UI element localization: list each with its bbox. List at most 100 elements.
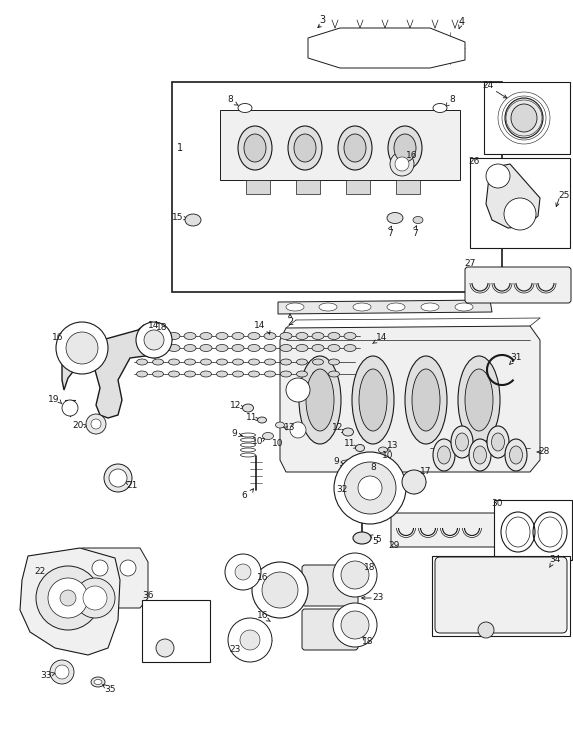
Bar [396,180,420,194]
Text: 18: 18 [364,564,376,573]
Ellipse shape [296,344,308,352]
Ellipse shape [296,371,308,377]
FancyBboxPatch shape [465,267,571,303]
Circle shape [358,476,382,500]
Ellipse shape [319,303,337,311]
Text: 14: 14 [254,322,266,330]
Text: 8: 8 [449,96,455,105]
Ellipse shape [136,371,147,377]
Text: 23: 23 [229,645,241,654]
Ellipse shape [184,344,196,352]
Ellipse shape [328,333,340,339]
Text: 16: 16 [257,612,269,620]
Ellipse shape [296,359,308,365]
Circle shape [333,603,377,647]
Polygon shape [20,548,120,655]
Circle shape [120,560,136,576]
Ellipse shape [200,344,212,352]
Ellipse shape [379,447,387,453]
Circle shape [333,553,377,597]
Ellipse shape [216,344,228,352]
Ellipse shape [328,371,339,377]
Text: 11: 11 [344,439,356,448]
Text: 14: 14 [376,333,388,342]
Ellipse shape [312,344,324,352]
Ellipse shape [312,371,324,377]
Ellipse shape [387,213,403,224]
Circle shape [504,198,536,230]
Ellipse shape [168,371,179,377]
Ellipse shape [136,333,148,339]
Text: 3: 3 [319,15,325,25]
Circle shape [92,560,108,576]
Text: 16: 16 [406,152,418,160]
Ellipse shape [152,359,163,365]
Text: 1: 1 [177,143,183,153]
Ellipse shape [152,344,164,352]
Ellipse shape [294,134,316,162]
Bar [172,82,502,292]
Ellipse shape [168,359,179,365]
Text: 24: 24 [482,82,493,91]
Text: 7: 7 [387,228,393,238]
Circle shape [86,414,106,434]
Text: 36: 36 [142,592,154,601]
Circle shape [402,470,426,494]
Ellipse shape [413,216,423,224]
Text: 16: 16 [52,333,64,342]
Circle shape [286,378,310,402]
Ellipse shape [281,371,292,377]
Text: 9: 9 [333,458,339,467]
Text: 21: 21 [126,481,138,490]
Ellipse shape [387,303,405,311]
Ellipse shape [264,344,276,352]
Ellipse shape [469,439,491,471]
Ellipse shape [509,446,523,464]
Ellipse shape [242,404,253,412]
Circle shape [66,332,98,364]
Ellipse shape [168,333,180,339]
Circle shape [262,572,298,608]
Ellipse shape [328,344,340,352]
Circle shape [252,562,308,618]
Text: 14: 14 [148,322,160,330]
Ellipse shape [262,433,273,439]
Text: 30: 30 [491,500,503,509]
Ellipse shape [264,333,276,339]
Circle shape [341,561,369,589]
Ellipse shape [248,333,260,339]
FancyBboxPatch shape [302,609,358,650]
Ellipse shape [136,344,148,352]
Ellipse shape [232,333,244,339]
Ellipse shape [353,532,371,544]
Text: 5: 5 [375,536,381,545]
Text: 26: 26 [468,158,480,166]
Circle shape [36,566,100,630]
Circle shape [48,578,88,618]
Text: 19: 19 [48,395,60,405]
Ellipse shape [265,359,276,365]
Circle shape [225,554,261,590]
Text: 35: 35 [104,685,116,695]
Circle shape [91,419,101,429]
Bar [432,556,570,636]
Ellipse shape [312,333,324,339]
Text: 33: 33 [40,671,52,681]
Circle shape [83,586,107,610]
FancyBboxPatch shape [302,565,358,606]
Bar [494,500,572,560]
Text: 15: 15 [172,213,184,222]
Ellipse shape [357,464,367,472]
Ellipse shape [394,134,416,162]
Ellipse shape [328,359,339,365]
Text: 4: 4 [459,17,465,27]
Bar [484,82,570,154]
Ellipse shape [185,214,201,226]
Ellipse shape [451,426,473,458]
Ellipse shape [388,126,422,170]
Ellipse shape [405,356,447,444]
Ellipse shape [185,371,195,377]
FancyBboxPatch shape [391,513,497,547]
Polygon shape [280,326,540,472]
Bar [246,180,270,194]
